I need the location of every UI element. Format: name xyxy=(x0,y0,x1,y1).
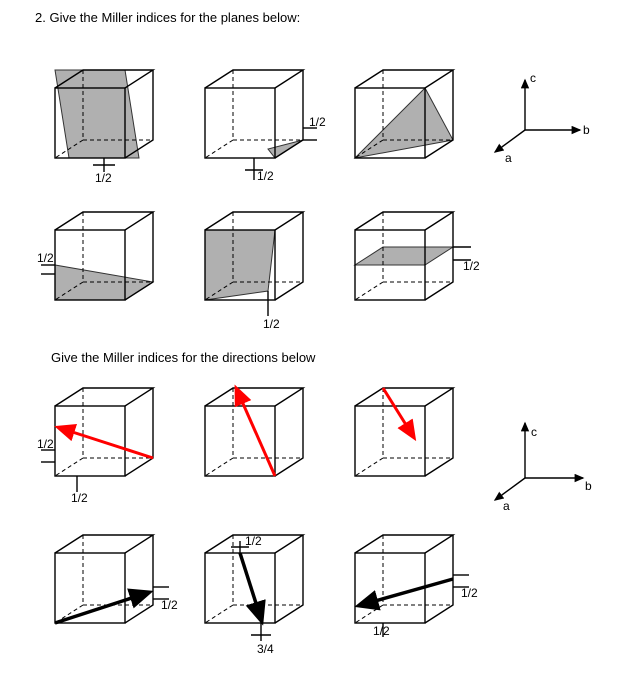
plane-cube-1: 1/2 xyxy=(35,50,185,190)
svg-text:1/2: 1/2 xyxy=(71,491,88,505)
svg-text:3/4: 3/4 xyxy=(257,642,274,656)
axis-b-label: b xyxy=(583,123,590,137)
axes-top: c b a xyxy=(485,60,605,180)
plane-cube-3 xyxy=(335,50,485,190)
directions-row-1: 1/2 1/2 xyxy=(35,373,635,513)
svg-text:1/2: 1/2 xyxy=(161,598,178,612)
svg-text:1/2: 1/2 xyxy=(463,259,480,273)
axis-c-label: c xyxy=(530,71,536,85)
page: 2. Give the Miller indices for the plane… xyxy=(0,0,635,663)
svg-text:1/2: 1/2 xyxy=(309,115,326,129)
axes-bottom: c b a xyxy=(485,383,605,503)
question-title: 2. Give the Miller indices for the plane… xyxy=(35,10,635,25)
svg-text:1/2: 1/2 xyxy=(245,534,262,548)
dir-cube-5: 1/2 3/4 xyxy=(185,523,335,663)
svg-text:1/2: 1/2 xyxy=(37,437,54,451)
svg-text:1/2: 1/2 xyxy=(461,586,478,600)
label-half: 1/2 xyxy=(95,171,112,185)
dir-cube-1: 1/2 1/2 xyxy=(35,373,185,513)
plane-cube-5: 1/2 xyxy=(185,200,335,340)
axis-a-label: a xyxy=(505,151,512,165)
svg-text:1/2: 1/2 xyxy=(257,169,274,183)
svg-text:1/2: 1/2 xyxy=(263,317,280,331)
directions-prompt: Give the Miller indices for the directio… xyxy=(51,350,635,365)
svg-text:c: c xyxy=(531,425,537,439)
svg-text:1/2: 1/2 xyxy=(37,251,54,265)
svg-text:a: a xyxy=(503,499,510,513)
svg-text:b: b xyxy=(585,479,592,493)
svg-text:1/2: 1/2 xyxy=(373,624,390,638)
directions-row-2: 1/2 xyxy=(35,523,635,663)
planes-row-2: 1/2 1/2 xyxy=(35,200,635,340)
plane-cube-4: 1/2 xyxy=(35,200,185,340)
dir-cube-4: 1/2 xyxy=(35,523,185,663)
dir-cube-3 xyxy=(335,373,485,513)
planes-prompt: Give the Miller indices for the planes b… xyxy=(49,10,300,25)
plane-cube-2: 1/2 1/2 xyxy=(185,50,335,190)
dir-cube-6: 1/2 1/2 xyxy=(335,523,485,663)
question-number: 2. xyxy=(35,10,46,25)
planes-row-1: 1/2 1/2 xyxy=(35,50,635,190)
plane-cube-6: 1/2 xyxy=(335,200,485,340)
dir-cube-2 xyxy=(185,373,335,513)
